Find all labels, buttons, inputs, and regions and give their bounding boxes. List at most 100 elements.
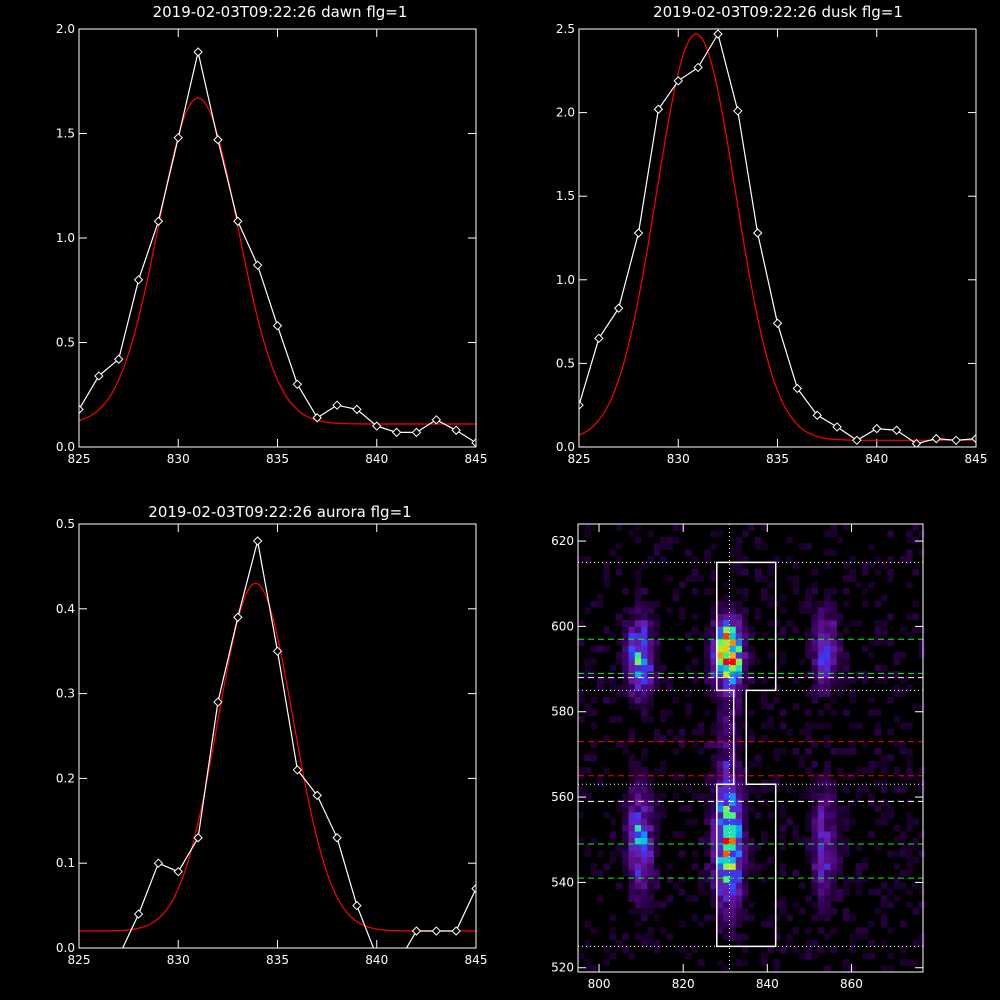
heatmap-cell [609, 831, 617, 838]
heatmap-cell [761, 722, 768, 730]
heatmap-cell [824, 837, 831, 845]
heatmap-cell [868, 639, 875, 646]
heatmap-cell [653, 767, 661, 774]
heatmap-cell [742, 908, 749, 915]
heatmap-cell [634, 869, 642, 877]
heatmap-cell [830, 888, 838, 896]
heatmap-cell [634, 600, 642, 608]
heatmap-cell [634, 684, 642, 691]
heatmap-cell [824, 767, 831, 774]
heatmap-cell [811, 696, 819, 704]
heatmap-cell [811, 607, 819, 614]
heatmap-cell [697, 748, 705, 755]
heatmap-cell [704, 632, 711, 640]
heatmap-cell [647, 844, 655, 851]
heatmap-cell [716, 818, 724, 826]
heatmap-cell [716, 920, 724, 928]
heatmap-cell [710, 818, 718, 826]
heatmap-cell [641, 837, 648, 845]
heatmap-cell [735, 837, 743, 845]
heatmap-cell [628, 856, 636, 864]
heatmap-cell [628, 773, 636, 781]
heatmap-cell [792, 927, 800, 934]
heatmap-cell [716, 639, 724, 646]
heatmap-cell [742, 876, 749, 883]
heatmap-cell [710, 588, 718, 595]
heatmap-cell [685, 632, 692, 640]
heatmap-cell [647, 716, 655, 723]
heatmap-cell [653, 876, 661, 883]
heatmap-cell [912, 613, 920, 621]
heatmap-cell [754, 536, 762, 544]
data-point-marker [411, 427, 422, 438]
heatmap-cell [716, 671, 724, 678]
x-tick-label: 840 [365, 953, 388, 967]
heatmap-cell [836, 805, 844, 813]
heatmap-cell [742, 722, 749, 730]
heatmap-cell [805, 735, 812, 742]
data-point-marker [193, 833, 203, 843]
heatmap-cell [887, 575, 894, 582]
heatmap-cell [685, 818, 692, 826]
heatmap-cell [868, 696, 875, 704]
heatmap-cell [843, 837, 850, 845]
heatmap-cell [742, 799, 749, 806]
heatmap-cell [634, 632, 642, 640]
heatmap-cell [641, 613, 648, 621]
heatmap-cell [641, 632, 648, 640]
heatmap-cell [704, 914, 711, 922]
heatmap-cell [729, 562, 737, 570]
heatmap-cell [716, 754, 724, 762]
x-tick-label: 830 [667, 452, 690, 466]
heatmap-cell [634, 812, 642, 819]
data-point-marker [94, 371, 104, 381]
heatmap-cell [685, 895, 692, 902]
heatmap-cell [849, 741, 856, 749]
heatmap-cell [622, 690, 629, 698]
heatmap-cell [723, 831, 730, 838]
heatmap-cell [704, 677, 711, 685]
heatmap-cell [779, 709, 787, 717]
heatmap-cell [641, 914, 648, 922]
heatmap-cell [735, 735, 743, 742]
heatmap-cell [716, 914, 724, 922]
heatmap-cell [628, 831, 636, 838]
heatmap-cell [584, 709, 591, 717]
data-point-marker [911, 438, 922, 447]
heatmap-cell [805, 767, 812, 774]
heatmap-cell [634, 818, 642, 826]
heatmap-cell [628, 844, 636, 851]
heatmap-cell [578, 556, 585, 563]
heatmap-cell [578, 786, 585, 794]
heatmap-cell [723, 754, 730, 762]
heatmap-cell [634, 799, 642, 806]
heatmap-cell [634, 767, 642, 774]
heatmap-cell [641, 716, 648, 723]
heatmap-cell [899, 652, 907, 659]
heatmap-cell [704, 799, 711, 806]
heatmap-cell [742, 895, 749, 902]
heatmap-cell [578, 690, 585, 698]
heatmap-cell [918, 530, 926, 538]
heatmap-cell [716, 728, 724, 736]
heatmap-cell [811, 632, 819, 640]
heatmap-cell [691, 556, 699, 563]
heatmap-cell [710, 620, 718, 627]
heatmap-cell [735, 588, 743, 595]
heatmap-cell [622, 748, 629, 755]
heatmap-cell [704, 671, 711, 678]
heatmap-cell [723, 709, 730, 717]
heatmap-cell [660, 716, 667, 723]
heatmap-cell [779, 946, 787, 954]
heatmap-cell [779, 837, 787, 845]
heatmap-cell [723, 767, 730, 774]
heatmap-cell [754, 754, 762, 762]
heatmap-cell [792, 581, 800, 589]
heatmap-cell [855, 844, 863, 851]
heatmap-cell [742, 530, 749, 538]
heatmap-cell [767, 620, 774, 627]
heatmap-cell [704, 831, 711, 838]
heatmap-cell [742, 639, 749, 646]
heatmap-cell [603, 568, 610, 576]
heatmap-cell [843, 684, 850, 691]
